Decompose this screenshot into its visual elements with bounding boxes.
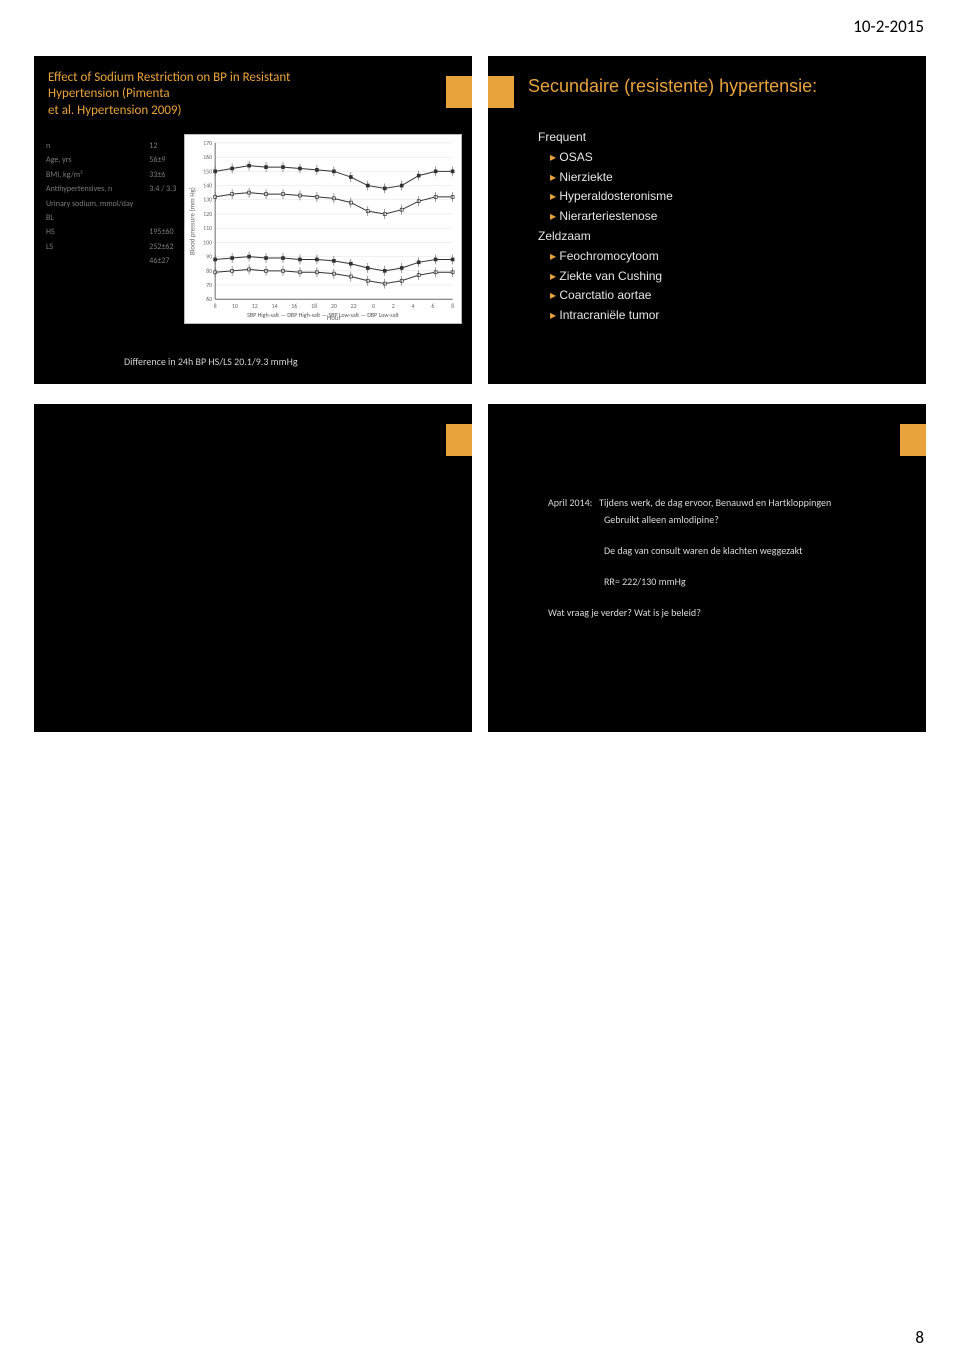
svg-text:90: 90 bbox=[206, 253, 212, 261]
slide2-title: Secundaire (resistente) hypertensie: bbox=[528, 76, 817, 97]
svg-text:170: 170 bbox=[203, 139, 212, 147]
slide-secundaire-hypertensie: Secundaire (resistente) hypertensie: Fre… bbox=[488, 56, 926, 384]
slide1-caption: Difference in 24h BP HS/LS 20.1/9.3 mmHg bbox=[124, 355, 298, 368]
svg-text:110: 110 bbox=[203, 224, 212, 232]
svg-text:2: 2 bbox=[392, 302, 395, 310]
slide1-title: Effect of Sodium Restriction on BP in Re… bbox=[48, 70, 348, 119]
slide-sodium-restriction: Effect of Sodium Restriction on BP in Re… bbox=[34, 56, 472, 384]
cell: Urinary sodium, mmol/day bbox=[46, 198, 147, 210]
svg-text:120: 120 bbox=[203, 210, 212, 218]
slide-case-april-2014: April 2014: Tijdens werk, de dag ervoor,… bbox=[488, 404, 926, 732]
cell bbox=[46, 255, 147, 267]
svg-text:6: 6 bbox=[431, 302, 434, 310]
svg-text:100: 100 bbox=[203, 238, 212, 246]
cell: n bbox=[46, 140, 147, 152]
slide4-body: April 2014: Tijdens werk, de dag ervoor,… bbox=[548, 494, 831, 621]
svg-text:160: 160 bbox=[203, 153, 212, 161]
svg-text:22: 22 bbox=[351, 302, 357, 310]
svg-text:Blood pressure (mm Hg): Blood pressure (mm Hg) bbox=[187, 187, 196, 255]
table-row: 46±27 bbox=[46, 255, 190, 267]
slide1-title-l2: et al. Hypertension 2009) bbox=[48, 103, 181, 118]
cell: BMI, kg/m² bbox=[46, 169, 147, 181]
line1-label: April 2014: bbox=[548, 496, 592, 509]
list-item: Feochromocytoom bbox=[550, 247, 673, 267]
list-item: Hyperaldosteronisme bbox=[550, 187, 673, 207]
table-row: HS195±60 bbox=[46, 226, 190, 238]
table-row: LS252±62 bbox=[46, 241, 190, 253]
accent-tab bbox=[900, 424, 926, 456]
svg-text:70: 70 bbox=[206, 281, 212, 289]
group-header-zeldzaam: Zeldzaam bbox=[538, 227, 673, 247]
cell: HS bbox=[46, 226, 147, 238]
line1: April 2014: Tijdens werk, de dag ervoor,… bbox=[548, 494, 831, 511]
accent-tab bbox=[446, 424, 472, 456]
table-row: Urinary sodium, mmol/day bbox=[46, 198, 190, 210]
slide-blank bbox=[34, 404, 472, 732]
svg-text:60: 60 bbox=[206, 295, 212, 303]
svg-text:8: 8 bbox=[451, 302, 454, 310]
accent-tab bbox=[446, 76, 472, 108]
chart-legend: SBP High-salt — DBP High-salt — SBP Low-… bbox=[247, 311, 399, 319]
svg-text:20: 20 bbox=[331, 302, 337, 310]
svg-text:12: 12 bbox=[252, 302, 258, 310]
table-row: BL bbox=[46, 212, 190, 224]
svg-text:130: 130 bbox=[203, 196, 212, 204]
footer-page-number: 8 bbox=[915, 1327, 924, 1348]
slide1-title-l1: Effect of Sodium Restriction on BP in Re… bbox=[48, 70, 290, 101]
list-item: Nierziekte bbox=[550, 168, 673, 188]
svg-text:8: 8 bbox=[214, 302, 217, 310]
line4: RR= 222/130 mmHg bbox=[604, 573, 831, 590]
svg-text:16: 16 bbox=[291, 302, 297, 310]
accent-tab bbox=[488, 76, 514, 108]
slide2-body: Frequent OSAS Nierziekte Hyperaldosteron… bbox=[538, 128, 673, 326]
list-item: Intracraniële tumor bbox=[550, 306, 673, 326]
svg-text:4: 4 bbox=[412, 302, 415, 310]
cell: LS bbox=[46, 241, 147, 253]
list-item: OSAS bbox=[550, 148, 673, 168]
cell: BL bbox=[46, 212, 147, 224]
frequent-list: OSAS Nierziekte Hyperaldosteronisme Nier… bbox=[538, 148, 673, 227]
svg-text:14: 14 bbox=[272, 302, 278, 310]
slide1-data-table: n12 Age, yrs56±9 BMI, kg/m²33±6 Antihype… bbox=[44, 138, 192, 270]
line5: Wat vraag je verder? Wat is je beleid? bbox=[548, 604, 831, 621]
list-item: Ziekte van Cushing bbox=[550, 267, 673, 287]
cell: Antihypertensives, n bbox=[46, 183, 147, 195]
line3: De dag van consult waren de klachten weg… bbox=[604, 542, 831, 559]
svg-text:150: 150 bbox=[203, 167, 212, 175]
cell: Age, yrs bbox=[46, 154, 147, 166]
line1-text: Tijdens werk, de dag ervoor, Benauwd en … bbox=[599, 496, 831, 509]
list-item: Coarctatio aortae bbox=[550, 286, 673, 306]
table-row: Age, yrs56±9 bbox=[46, 154, 190, 166]
table-row: BMI, kg/m²33±6 bbox=[46, 169, 190, 181]
zeldzaam-list: Feochromocytoom Ziekte van Cushing Coarc… bbox=[538, 247, 673, 326]
header-date: 10-2-2015 bbox=[853, 16, 924, 37]
svg-text:18: 18 bbox=[311, 302, 317, 310]
slide1-bp-chart: 6070809010011012013014015016017081012141… bbox=[184, 134, 462, 324]
svg-text:140: 140 bbox=[203, 182, 212, 190]
table-row: n12 bbox=[46, 140, 190, 152]
list-item: Nierarteriestenose bbox=[550, 207, 673, 227]
bp-chart-svg: 6070809010011012013014015016017081012141… bbox=[185, 135, 461, 323]
table-row: Antihypertensives, n3.4 / 3.3 bbox=[46, 183, 190, 195]
svg-text:10: 10 bbox=[232, 302, 238, 310]
group-header-frequent: Frequent bbox=[538, 128, 673, 148]
line2: Gebruikt alleen amlodipine? bbox=[604, 511, 831, 528]
svg-text:0: 0 bbox=[372, 302, 375, 310]
svg-text:80: 80 bbox=[206, 267, 212, 275]
